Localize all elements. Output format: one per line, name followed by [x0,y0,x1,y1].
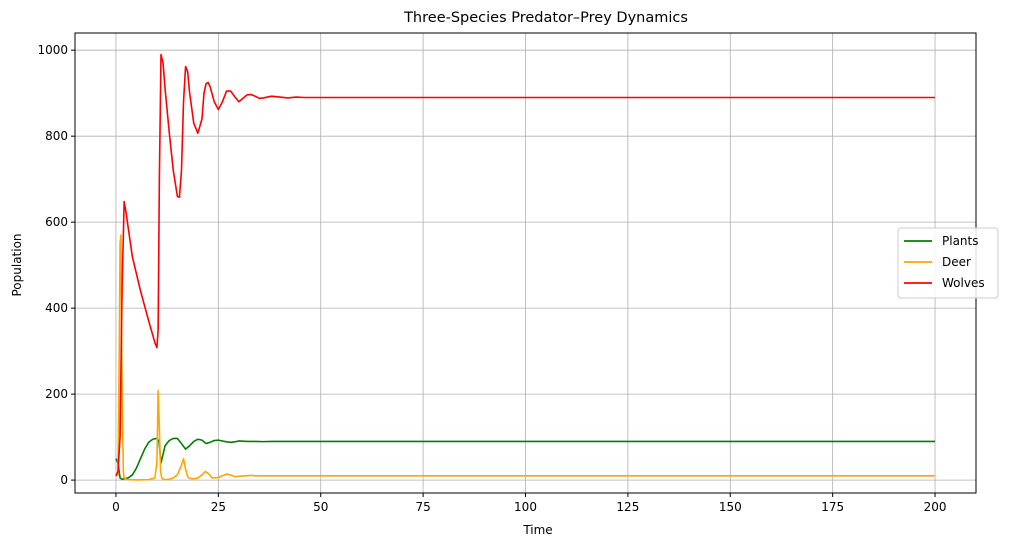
x-tick-label: 100 [514,500,537,514]
y-tick-label: 200 [45,387,68,401]
y-tick-label: 600 [45,215,68,229]
legend-box [897,227,999,299]
legend-label-wolves: Wolves [942,276,985,290]
x-axis-label: Time [522,523,552,537]
legend-items: Plants Deer Wolves [904,234,985,290]
x-tick-label: 125 [616,500,639,514]
series-line-deer [115,234,936,481]
y-tick-label: 400 [45,301,68,315]
y-axis-label: Population [10,233,24,296]
y-tick-label: 0 [60,473,68,487]
x-tick-label: 75 [415,500,430,514]
x-tick-label: 25 [211,500,226,514]
x-tick-label: 175 [821,500,844,514]
x-tick-label: 150 [719,500,742,514]
series-line-plants [115,437,936,481]
series-layer [115,53,936,481]
series-line-wolves [115,53,936,477]
legend-label-plants: Plants [942,234,979,248]
grid-layer [75,33,976,493]
x-tick-label: 200 [924,500,947,514]
chart-title: Three-Species Predator–Prey Dynamics [403,10,688,26]
y-tick-label: 1000 [37,43,68,57]
legend: Plants Deer Wolves [897,227,999,299]
y-tick-label: 800 [45,129,68,143]
tick-layer: 0 25 50 75 100 125 150 175 200 0 200 400 600 800 1000 [37,43,946,514]
x-tick-label: 0 [112,500,120,514]
x-tick-label: 50 [313,500,328,514]
legend-label-deer: Deer [942,255,971,269]
